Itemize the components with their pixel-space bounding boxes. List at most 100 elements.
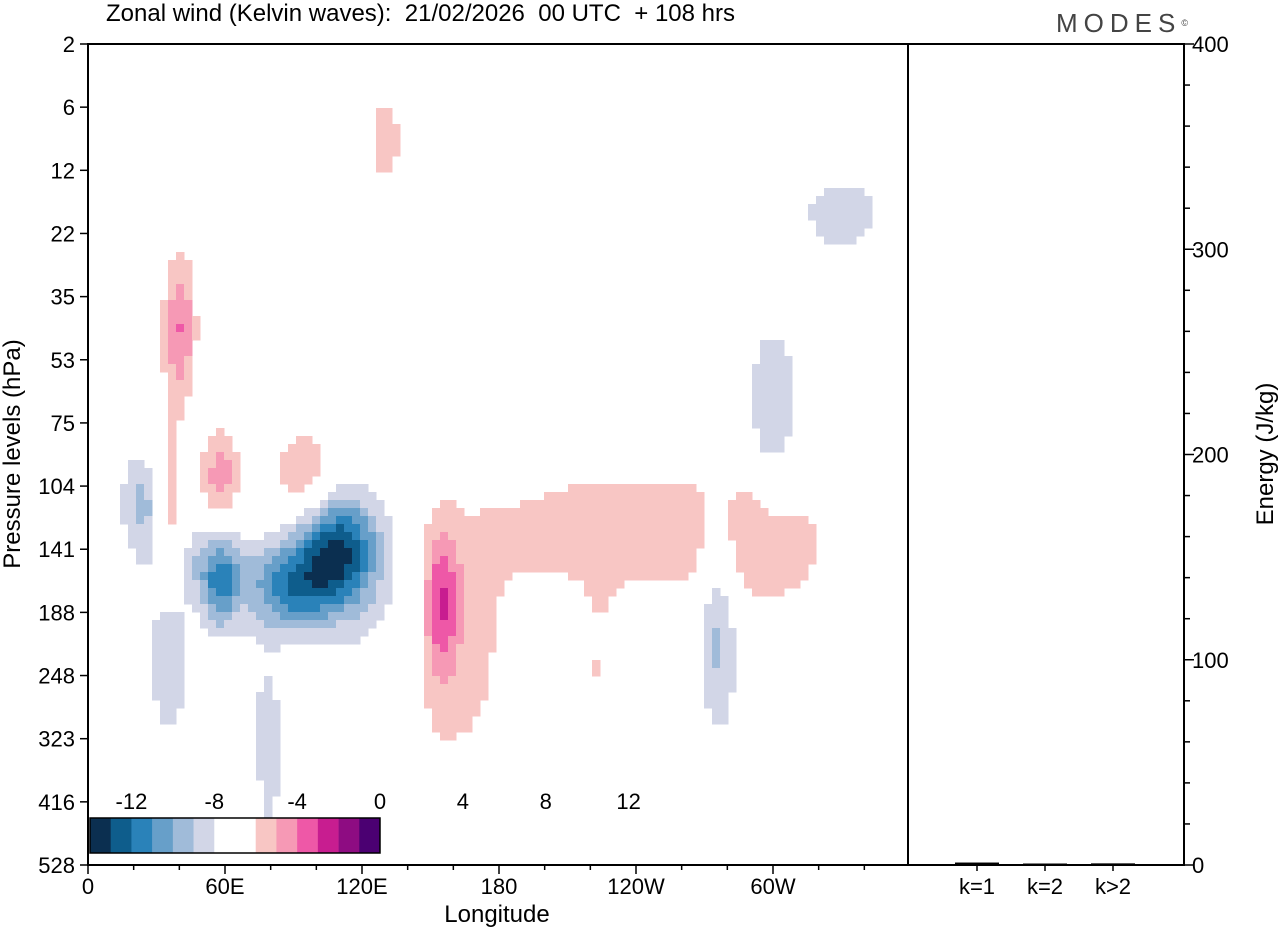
contour-cell [808, 532, 817, 541]
contour-cell [856, 204, 865, 213]
contour-cell [184, 548, 193, 557]
contour-cell [368, 564, 377, 573]
contour-cell [144, 516, 153, 525]
contour-cell [264, 692, 273, 701]
contour-cell [360, 548, 369, 557]
contour-cell [344, 596, 353, 605]
contour-cell [488, 548, 497, 557]
contour-cell [304, 508, 313, 517]
contour-cell [464, 524, 473, 533]
contour-cell [808, 540, 817, 549]
contour-cell [448, 660, 457, 669]
contour-cell [144, 476, 153, 485]
contour-cell [240, 556, 249, 565]
contour-cell [352, 556, 361, 565]
legend-swatch [172, 818, 194, 853]
contour-cell [768, 580, 777, 589]
contour-cell [288, 556, 297, 565]
contour-cell [288, 540, 297, 549]
contour-cell [304, 620, 313, 629]
contour-cell [272, 588, 281, 597]
contour-cell [384, 548, 393, 557]
contour-cell [632, 492, 641, 501]
contour-cell [688, 516, 697, 525]
contour-cell [440, 604, 449, 613]
contour-cell [744, 516, 753, 525]
y-tick-label: 528 [38, 853, 75, 878]
contour-cell [760, 508, 769, 517]
contour-cell [168, 468, 177, 477]
contour-cell [784, 388, 793, 397]
contour-cell [464, 532, 473, 541]
contour-cell [288, 620, 297, 629]
contour-cell [376, 524, 385, 533]
y-tick-label: 416 [38, 790, 75, 815]
contour-cell [352, 620, 361, 629]
contour-cell [208, 484, 217, 493]
contour-cell [744, 540, 753, 549]
contour-cell [384, 148, 393, 157]
contour-cell [216, 580, 225, 589]
contour-cell [360, 564, 369, 573]
contour-cell [760, 412, 769, 421]
contour-cell [736, 532, 745, 541]
contour-cell [480, 652, 489, 661]
contour-cell [768, 420, 777, 429]
contour-cell [288, 604, 297, 613]
contour-cell [200, 460, 209, 469]
contour-cell [432, 692, 441, 701]
contour-cell [856, 228, 865, 237]
contour-cell [424, 660, 433, 669]
contour-cell [824, 228, 833, 237]
contour-cell [616, 532, 625, 541]
contour-cell [776, 524, 785, 533]
contour-cell [432, 508, 441, 517]
contour-cell [224, 588, 233, 597]
contour-cell [432, 604, 441, 613]
contour-cell [160, 364, 169, 373]
contour-cell [520, 516, 529, 525]
contour-cell [272, 788, 281, 797]
contour-cell [344, 580, 353, 589]
contour-cell [264, 596, 273, 605]
contour-cell [352, 580, 361, 589]
contour-cell [696, 492, 705, 501]
contour-cell [712, 612, 721, 621]
contour-cell [680, 572, 689, 581]
contour-cell [448, 516, 457, 525]
contour-cell [472, 588, 481, 597]
contour-cell [304, 524, 313, 533]
contour-cell [840, 204, 849, 213]
contour-cell [736, 556, 745, 565]
contour-cell [136, 460, 145, 469]
contour-cell [640, 556, 649, 565]
contour-cell [608, 492, 617, 501]
contour-cell [328, 556, 337, 565]
contour-cell [120, 484, 129, 493]
contour-cell [344, 572, 353, 581]
contour-cell [720, 668, 729, 677]
contour-cell [664, 532, 673, 541]
contour-cell [296, 588, 305, 597]
contour-cell [432, 572, 441, 581]
contour-cell [144, 556, 153, 565]
contour-cell [168, 484, 177, 493]
contour-cell [376, 572, 385, 581]
contour-cell [376, 596, 385, 605]
contour-cell [456, 676, 465, 685]
contour-cell [456, 548, 465, 557]
contour-cell [672, 532, 681, 541]
contour-cell [528, 524, 537, 533]
contour-cell [712, 716, 721, 725]
contour-cell [208, 436, 217, 445]
contour-cell [704, 628, 713, 637]
contour-cell [440, 628, 449, 637]
contour-cell [272, 748, 281, 757]
contour-cell [584, 532, 593, 541]
contour-cell [272, 740, 281, 749]
contour-cell [688, 556, 697, 565]
contour-cell [632, 540, 641, 549]
contour-cell [480, 572, 489, 581]
contour-cell [816, 228, 825, 237]
contour-cell [288, 572, 297, 581]
